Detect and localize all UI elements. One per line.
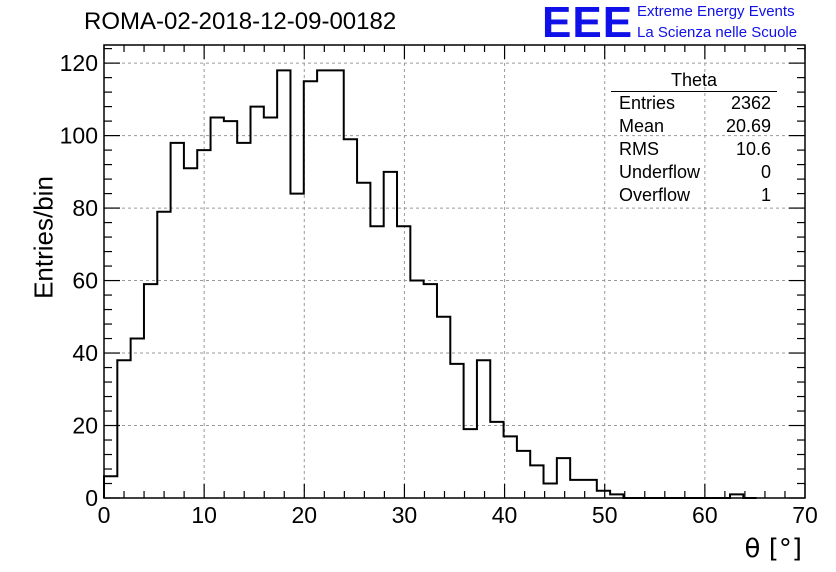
grid-lines [104,45,805,498]
x-tick-label: 10 [191,502,217,528]
plot-frame [103,44,806,499]
y-tick-label: 40 [72,340,98,366]
histogram-bin [544,484,557,498]
y-tick-label: 0 [85,485,98,511]
stats-row-overflow: Overflow 1 [611,184,777,207]
histogram-bin [490,422,503,498]
stats-value: 20.69 [725,116,771,136]
axis-ticks [103,45,806,499]
histogram-bin [570,480,583,498]
eee-logo: EEE [542,0,634,47]
x-tick-label: 30 [392,502,418,528]
histogram-bin [317,70,330,498]
logo-subtitle-1: Extreme Energy Events [637,3,795,20]
histogram-bin [530,465,543,498]
y-tick-label: 60 [72,268,98,294]
x-axis-label: θ [°] [744,534,802,564]
x-tick-label: 20 [291,502,317,528]
x-tick-label: 0 [98,502,111,528]
histogram-bin [410,281,423,498]
histogram-bin [157,212,170,498]
histogram-bin [277,70,290,498]
stats-row-rms: RMS 10.6 [611,138,777,161]
histogram-bin [477,360,490,498]
histogram-bin [144,284,157,498]
stats-row-mean: Mean 20.69 [611,115,777,138]
histogram-bin [104,476,117,498]
histogram-bin [504,436,517,498]
histogram-bin [597,491,610,498]
stats-value: 2362 [730,93,771,113]
stats-label: Overflow [619,185,691,205]
histogram-bin [397,226,410,498]
x-tick-label: 40 [492,502,518,528]
stats-row-underflow: Underflow 0 [611,161,777,184]
y-axis-label: Entries/bin [28,176,59,299]
stats-value: 1 [760,185,771,205]
histogram-bin [357,183,370,498]
histogram-bin [184,168,197,498]
histogram-bin [424,284,437,498]
histogram-bin [557,458,570,498]
histogram-bin [264,117,277,498]
y-tick-label: 20 [72,413,98,439]
histogram-bin [330,70,343,498]
stats-box: Theta Entries 2362 Mean 20.69 RMS 10.6 U… [611,70,777,207]
y-tick-label: 120 [60,50,98,76]
logo-subtitle-2: La Scienza nelle Scuole [637,24,798,41]
histogram-bin [384,172,397,498]
stats-label: Underflow [619,162,701,182]
stats-label: Entries [619,93,676,113]
histogram-bin [131,339,144,498]
histogram-bin [304,81,317,498]
histogram-outline [103,69,757,499]
histogram-bin [171,143,184,498]
x-tick-label: 50 [592,502,618,528]
y-tick-label: 100 [60,123,98,149]
stats-value: 10.6 [735,139,771,159]
x-tick-label: 60 [692,502,718,528]
histogram-bin [450,364,463,498]
histogram-bin [224,121,237,498]
histogram-bin [290,194,303,498]
histogram-bars [103,69,757,499]
histogram-bin [117,360,130,498]
page-title: ROMA-02-2018-12-09-00182 [84,8,397,35]
stats-label: Mean [619,116,665,136]
histogram-bin [583,480,596,498]
stats-title: Theta [611,70,777,92]
stats-value: 0 [760,162,771,182]
histogram-bin [211,117,224,498]
histogram-bin [464,429,477,498]
x-tick-label: 70 [792,502,818,528]
histogram-bin [251,107,264,498]
stats-label: RMS [619,139,659,159]
stats-row-entries: Entries 2362 [611,92,777,115]
histogram-bin [237,143,250,498]
y-tick-label: 80 [72,195,98,221]
histogram-bin [517,451,530,498]
histogram-bin [370,226,383,498]
histogram-bin [344,139,357,498]
histogram-bin [437,317,450,498]
